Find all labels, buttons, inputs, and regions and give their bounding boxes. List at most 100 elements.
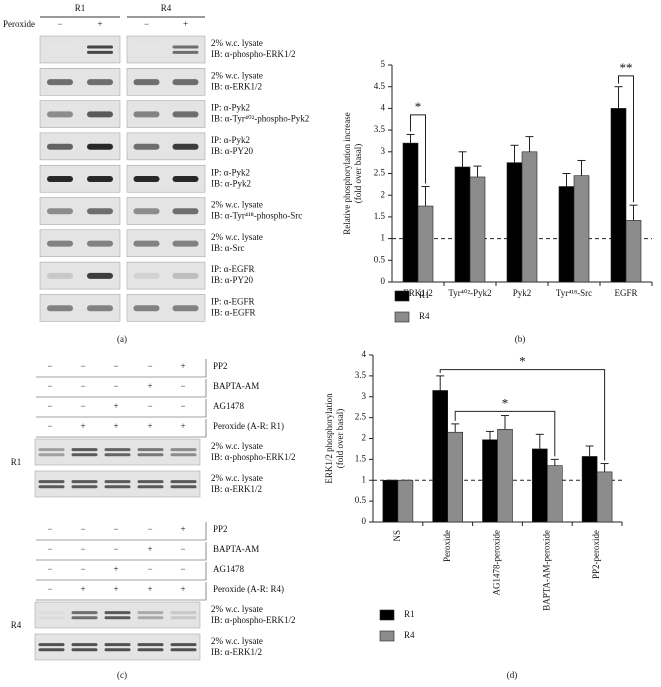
blot-label: IB: α-Pyk2 (211, 178, 251, 188)
bar (506, 162, 523, 283)
band (71, 611, 98, 615)
legend-label: R4 (404, 630, 415, 640)
sign: − (80, 524, 85, 534)
band (170, 643, 197, 647)
band (47, 79, 73, 86)
band (170, 480, 197, 484)
legend-label: R1 (404, 609, 415, 619)
condition-label: BAPTA-AM (213, 381, 259, 391)
band (104, 648, 131, 652)
band (170, 611, 197, 615)
blot-label: IB: α-phospho-ERK1/2 (211, 615, 295, 625)
sign: + (147, 381, 152, 391)
band (87, 79, 113, 86)
band (133, 208, 160, 215)
sign: − (80, 544, 85, 554)
band (38, 648, 65, 652)
significance-label: * (519, 354, 526, 369)
sign: + (180, 584, 185, 594)
sign: − (47, 381, 52, 391)
band (104, 611, 131, 615)
band (71, 453, 98, 457)
band (170, 485, 197, 489)
sign: − (147, 564, 152, 574)
y-axis-label: ERK1/2 phosphorylation (324, 393, 334, 484)
band (47, 176, 73, 182)
bar (402, 142, 419, 283)
sign: + (183, 19, 188, 29)
blot-label: 2% w.c. lysate (211, 200, 263, 210)
x-tick-label: Tyr⁴⁰²-Pyk2 (448, 288, 491, 298)
band (38, 480, 65, 484)
band (172, 176, 199, 182)
y-tick-label: 2.5 (374, 168, 386, 178)
bar (625, 220, 642, 283)
blot-label: IP: α-EGFR (211, 296, 254, 306)
condition-label: Peroxide (A-R: R4) (213, 584, 284, 594)
sign: − (80, 564, 85, 574)
blot-label: 2% w.c. lysate (211, 604, 263, 614)
y-tick-label: 2.5 (355, 412, 367, 422)
sign: + (113, 584, 118, 594)
y-tick-label: 0.5 (374, 254, 386, 264)
treatment: Peroxide (3, 19, 35, 29)
sign: + (147, 544, 152, 554)
sign: − (80, 361, 85, 371)
y-tick-label: 1 (362, 474, 367, 484)
blot-label: IB: α-phospho-ERK1/2 (211, 49, 295, 59)
y-tick-label: 2 (381, 189, 386, 199)
band (87, 240, 113, 247)
y-tick-label: 0 (362, 516, 367, 526)
blot (34, 438, 201, 466)
legend-swatch (394, 290, 410, 302)
band (71, 448, 98, 452)
band (87, 176, 113, 182)
significance-label: * (502, 395, 509, 410)
sign: − (113, 361, 118, 371)
band (137, 480, 164, 484)
band (87, 208, 113, 215)
band (137, 643, 164, 647)
condition-label: Peroxide (A-R: R1) (213, 421, 284, 431)
blot (34, 601, 201, 629)
y-tick-label: 0.5 (355, 495, 367, 505)
condition-label: AG1478 (213, 401, 244, 411)
blot-label: IP: α-Pyk2 (211, 103, 250, 113)
sign: + (180, 421, 185, 431)
condition-rule (36, 419, 207, 438)
condition-rule (36, 399, 207, 418)
band (172, 240, 199, 247)
band (172, 208, 199, 215)
sign: − (47, 564, 52, 574)
sign: − (80, 381, 85, 391)
significance-label: * (415, 99, 422, 114)
x-tick-label: PP2-peroxide (591, 530, 601, 579)
sign: + (80, 584, 85, 594)
bar (546, 465, 563, 523)
band (172, 272, 199, 279)
y-tick-label: 5 (381, 59, 386, 69)
bar (531, 448, 548, 523)
x-tick-label: EGFR (614, 288, 637, 298)
panel-label: (b) (515, 334, 526, 344)
sign: − (147, 524, 152, 534)
condition-rule (36, 542, 207, 561)
legend-swatch (379, 609, 395, 621)
sign: + (80, 421, 85, 431)
significance-bracket (618, 75, 634, 203)
y-tick-label: 1 (381, 233, 386, 243)
band (172, 143, 199, 150)
band (137, 448, 164, 452)
band (137, 453, 164, 457)
sign: + (147, 421, 152, 431)
y-axis-label: Relative phosphorylation increase (342, 112, 352, 234)
y-tick-label: 4 (362, 349, 367, 359)
band (71, 648, 98, 652)
bar (397, 479, 414, 523)
band (172, 111, 199, 118)
y-tick-label: 1.5 (374, 211, 386, 221)
band (133, 111, 160, 118)
band (47, 50, 73, 54)
band (87, 45, 113, 49)
